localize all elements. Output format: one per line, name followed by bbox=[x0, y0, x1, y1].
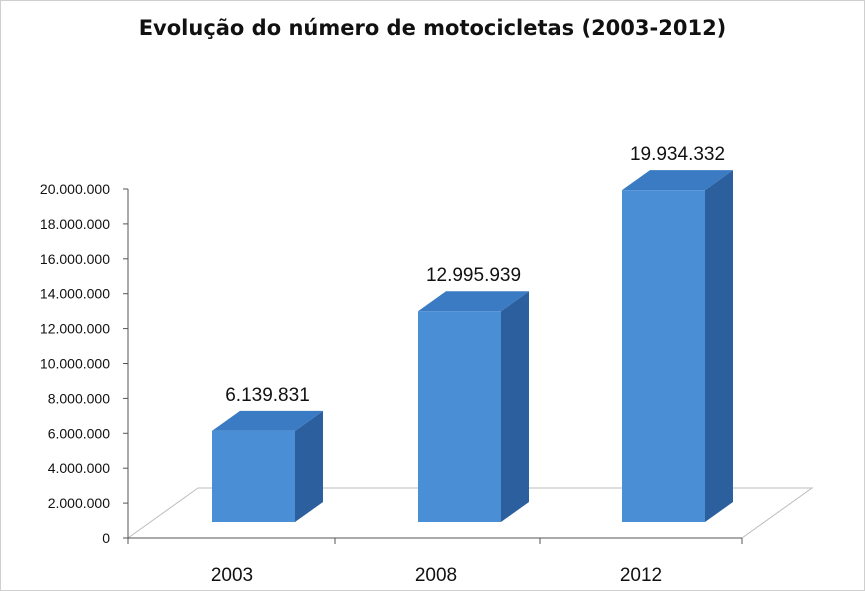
bar-2012 bbox=[622, 190, 705, 522]
bar-side-face bbox=[501, 291, 529, 522]
y-tick-label: 6.000.000 bbox=[48, 425, 110, 441]
x-tick-label: 2003 bbox=[211, 565, 253, 586]
data-label-2012: 19.934.332 bbox=[630, 144, 725, 165]
data-label-2003: 6.139.831 bbox=[225, 385, 310, 406]
x-tick-label: 2012 bbox=[620, 565, 662, 586]
y-tick-label: 0 bbox=[102, 530, 110, 546]
y-tick-label: 2.000.000 bbox=[48, 495, 110, 511]
y-tick-label: 20.000.000 bbox=[40, 181, 110, 197]
bar-2003 bbox=[212, 430, 295, 522]
y-tick-label: 16.000.000 bbox=[40, 251, 110, 267]
x-tick-label: 2008 bbox=[415, 565, 457, 586]
y-tick-label: 10.000.000 bbox=[40, 356, 110, 372]
y-tick-label: 8.000.000 bbox=[48, 390, 110, 406]
bar-side-face bbox=[705, 170, 733, 522]
bar-top-face bbox=[418, 291, 529, 312]
y-tick-label: 14.000.000 bbox=[40, 286, 110, 302]
y-tick-label: 12.000.000 bbox=[40, 321, 110, 337]
bar-2008 bbox=[418, 311, 501, 522]
bar-top-face bbox=[622, 170, 733, 191]
data-label-2008: 12.995.939 bbox=[426, 265, 521, 286]
chart-title: Evolução do número de motocicletas (2003… bbox=[138, 16, 727, 40]
y-tick-label: 4.000.000 bbox=[48, 460, 110, 476]
y-tick-label: 18.000.000 bbox=[40, 216, 110, 232]
bar-side-face bbox=[295, 410, 323, 522]
bar-top-face bbox=[212, 410, 323, 431]
